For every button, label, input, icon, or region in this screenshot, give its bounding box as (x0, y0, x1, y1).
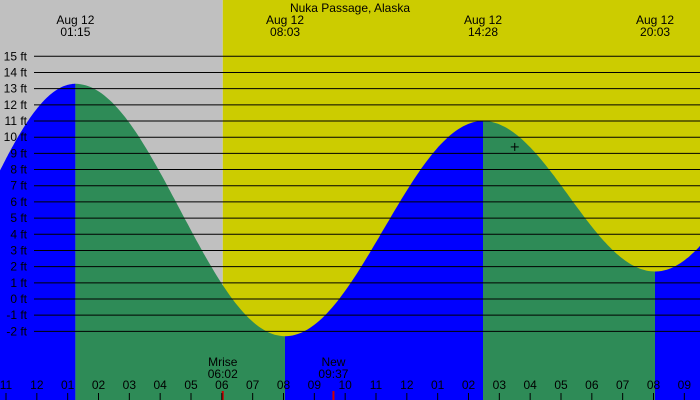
y-tick-label: 4 ft (10, 227, 27, 241)
tide-extreme-date: Aug 12 (636, 13, 674, 27)
moon-event-label: New (321, 355, 345, 369)
hour-tick-label: 01 (61, 378, 75, 392)
y-tick-label: 15 ft (4, 49, 28, 63)
y-tick-label: 11 ft (5, 114, 28, 128)
tide-extreme-time: 08:03 (270, 25, 300, 39)
hour-tick-label: 01 (431, 378, 445, 392)
hour-tick-label: 09 (678, 378, 692, 392)
y-tick-label: 9 ft (10, 146, 27, 160)
falling-tide-area (483, 121, 655, 400)
moon-event-label: Mrise (208, 355, 238, 369)
hour-tick-label: 10 (338, 378, 352, 392)
hour-tick-label: 07 (246, 378, 260, 392)
hour-tick-label: 06 (215, 378, 229, 392)
tide-area-layer (0, 83, 700, 400)
hour-tick-label: 03 (493, 378, 507, 392)
y-tick-label: 14 ft (4, 65, 28, 79)
hour-tick-label: 02 (462, 378, 476, 392)
y-tick-label: 1 ft (10, 276, 27, 290)
hour-tick-label: 02 (92, 378, 106, 392)
hour-tick-labels: 11 12 01 02 03 04 05 06 07 08 09 10 11 12 01 02 03 04 05 06… (0, 378, 691, 400)
hour-tick-label: 12 (400, 378, 414, 392)
moon-event-time: 06:02 (208, 367, 238, 381)
hour-tick-label: 05 (554, 378, 568, 392)
y-tick-label: 7 ft (10, 179, 27, 193)
hour-tick-label: 09 (308, 378, 322, 392)
y-tick-label: 10 ft (4, 130, 28, 144)
tide-extreme-date: Aug 12 (56, 13, 94, 27)
tide-extreme-date: Aug 12 (266, 13, 304, 27)
tide-extreme-time: 20:03 (640, 25, 670, 39)
y-tick-label: 6 ft (10, 195, 27, 209)
hour-tick-label: 06 (585, 378, 599, 392)
tide-extreme-time: 14:28 (468, 25, 498, 39)
y-tick-label: 0 ft (10, 292, 27, 306)
hour-tick-label: 04 (153, 378, 167, 392)
y-tick-label: 8 ft (10, 163, 27, 177)
gridline-layer (34, 55, 700, 332)
rising-tide-area (0, 83, 76, 400)
hour-tick-label: 05 (184, 378, 198, 392)
y-tick-label: 5 ft (10, 211, 27, 225)
hour-tick-label: 07 (616, 378, 630, 392)
hour-tick-label: 04 (523, 378, 537, 392)
y-tick-label: -2 ft (6, 324, 27, 338)
y-tick-label: -1 ft (6, 308, 27, 322)
y-tick-label: 3 ft (10, 243, 27, 257)
y-tick-label: 12 ft (4, 98, 28, 112)
chart-title: Nuka Passage, Alaska (290, 1, 410, 15)
hour-tick-label: 03 (123, 378, 137, 392)
y-tick-labels: -2 ft -1 ft 0 ft 1 ft 2 ft 3 ft 4 ft 5 ft 6 ft 7 … (4, 49, 28, 338)
tide-extreme-time: 01:15 (60, 25, 90, 39)
moon-event-time: 09:37 (318, 367, 348, 381)
rising-tide-area (655, 245, 700, 400)
marker-layer (510, 142, 519, 151)
hour-tick-label: 11 (370, 378, 383, 392)
hour-tick-label: 11 (0, 378, 13, 392)
hour-tick-label: 08 (277, 378, 291, 392)
hour-tick-label: 08 (647, 378, 661, 392)
current-time-marker (510, 142, 519, 151)
tide-extreme-date: Aug 12 (464, 13, 502, 27)
rising-tide-area (285, 121, 483, 400)
falling-tide-area (75, 83, 285, 400)
y-tick-label: 2 ft (10, 260, 27, 274)
hour-tick-label: 12 (30, 378, 44, 392)
y-tick-label: 13 ft (4, 82, 28, 96)
